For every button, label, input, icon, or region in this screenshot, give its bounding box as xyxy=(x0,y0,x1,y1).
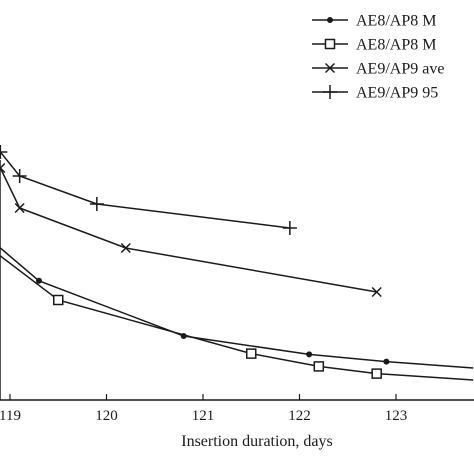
series-line xyxy=(0,247,474,369)
x-ticks: 119 120 121 122 123 xyxy=(0,394,407,424)
legend-label: AE8/AP8 M xyxy=(356,13,436,30)
data-point-plus xyxy=(282,221,297,235)
series-3 xyxy=(0,162,382,298)
series-line xyxy=(0,255,474,381)
data-point-dot xyxy=(306,351,313,358)
data-point-dot xyxy=(327,17,333,23)
legend-item: AE9/AP9 ave xyxy=(312,61,444,78)
legend: AE8/AP8 M AE8/AP8 M AE9/AP9 ave AE9/AP9 95 xyxy=(312,13,444,102)
data-point-x xyxy=(0,162,6,174)
legend-label: AE8/AP8 M xyxy=(356,37,436,54)
x-tick-label: 122 xyxy=(288,408,311,424)
legend-label: AE9/AP9 ave xyxy=(356,61,444,78)
data-point-plus xyxy=(89,197,104,211)
series-line xyxy=(0,151,290,229)
series-1 xyxy=(0,247,474,369)
series-line xyxy=(0,167,377,293)
legend-item: AE9/AP9 95 xyxy=(312,85,438,102)
series-2 xyxy=(0,255,474,381)
data-point-x xyxy=(120,242,131,254)
data-point-square xyxy=(53,294,64,306)
data-point-square xyxy=(313,361,325,372)
series-4 xyxy=(0,145,297,235)
data-point-x xyxy=(14,202,25,214)
x-tick-label: 119 xyxy=(0,408,21,424)
legend-item: AE8/AP8 M xyxy=(312,13,436,30)
x-tick-label: 123 xyxy=(385,408,408,424)
data-point-square xyxy=(371,368,382,379)
data-point-plus xyxy=(323,85,337,99)
data-point-square xyxy=(324,38,336,50)
series-layer xyxy=(0,145,474,381)
x-tick-label: 121 xyxy=(192,408,215,424)
data-point-square xyxy=(246,348,257,359)
data-point-dot xyxy=(383,358,390,365)
legend-item: AE8/AP8 M xyxy=(312,37,436,54)
legend-label: AE9/AP9 95 xyxy=(356,85,438,102)
data-point-plus xyxy=(12,169,27,183)
data-point-dot xyxy=(35,277,42,284)
x-tick-label: 120 xyxy=(95,408,118,424)
data-point-plus xyxy=(0,145,8,159)
data-point-x xyxy=(371,286,382,298)
data-point-x xyxy=(324,62,336,74)
x-axis-title: Insertion duration, days xyxy=(181,433,333,450)
